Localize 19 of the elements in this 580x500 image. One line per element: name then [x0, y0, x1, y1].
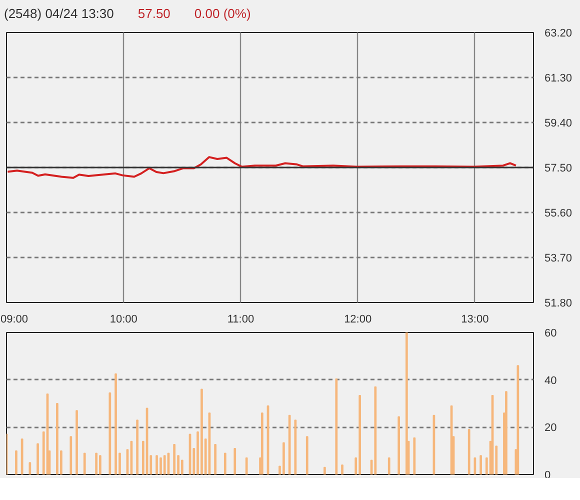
text: 57.50 — [138, 6, 170, 21]
x-tick-label: 12:00 — [344, 314, 372, 326]
y-tick-label: 57.50 — [544, 162, 572, 174]
x-tick-label: 13:00 — [461, 314, 489, 326]
y-tick-label: 59.40 — [544, 118, 572, 130]
y-tick-label: 40 — [544, 374, 557, 387]
x-tick-label: 09:00 — [0, 314, 28, 326]
chart-title: (2548) 04/24 13:30 — [4, 6, 114, 21]
y-tick-label: 51.80 — [544, 298, 572, 310]
line-series — [6, 156, 517, 179]
x-tick-label: 11:00 — [227, 314, 254, 326]
text: 0.00 (0%) — [194, 6, 251, 21]
y-tick-label: 61.30 — [544, 72, 572, 84]
y-tick-label: 55.60 — [544, 208, 572, 220]
x-tick-label: 10:00 — [110, 314, 138, 326]
y-tick-label: 60 — [544, 328, 557, 340]
y-tick-label: 63.20 — [544, 28, 572, 40]
y-tick-label: 20 — [544, 422, 557, 434]
y-tick-label: 53.70 — [544, 252, 572, 264]
